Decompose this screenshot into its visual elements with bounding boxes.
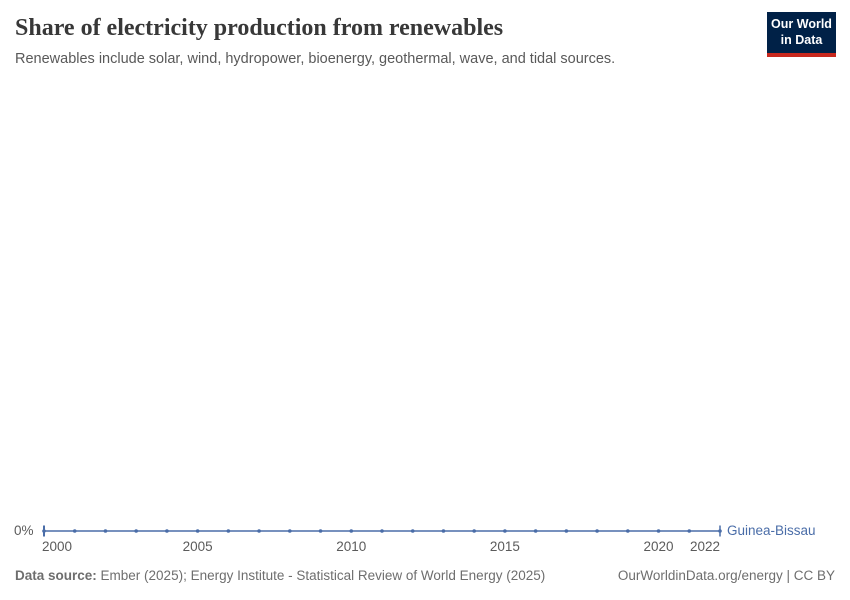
data-point-2009[interactable] [318,529,323,533]
data-point-2015[interactable] [503,529,507,533]
data-source-label: Data source: [15,568,97,583]
data-point-2007[interactable] [257,529,261,533]
x-axis-tick-label-2020: 2020 [643,539,674,554]
data-point-2020[interactable] [656,529,661,533]
data-point-2017[interactable] [564,529,569,533]
data-point-2013[interactable] [441,529,446,533]
owid-logo: Our World in Data [767,12,836,57]
x-axis-tick-label-2000: 2000 [42,539,73,554]
logo-line-2: in Data [780,32,823,47]
data-point-2006[interactable] [226,529,231,533]
owid-url-license-link[interactable]: OurWorldinData.org/energy | CC BY [617,568,835,583]
x-axis-tick-label-2010: 2010 [336,539,367,554]
chart-subtitle: Renewables include solar, wind, hydropow… [15,50,616,67]
chart-header: Share of electricity production from ren… [15,14,740,69]
data-point-2012[interactable] [410,529,415,533]
data-point-2004[interactable] [165,529,169,533]
data-point-2011[interactable] [380,529,384,533]
data-point-2003[interactable] [134,529,138,533]
x-axis-tick-label-2022: 2022 [689,539,720,554]
data-point-2008[interactable] [288,529,292,533]
data-source-text: Ember (2025); Energy Institute - Statist… [96,568,546,583]
data-point-2014[interactable] [472,529,476,533]
x-axis-tick-label-2005: 2005 [182,539,213,554]
logo-line-1: Our World [771,16,832,31]
y-axis-tick-label-0: 0% [14,522,34,538]
entity-label-guinea-bissau[interactable]: Guinea-Bissau [727,522,816,538]
data-point-2022[interactable] [718,529,722,533]
x-axis-tick-label-2015: 2015 [489,539,520,554]
data-point-2001[interactable] [72,529,77,533]
data-point-2002[interactable] [103,529,108,533]
data-point-2021[interactable] [687,529,692,533]
data-point-2016[interactable] [533,529,538,533]
chart-footer: Data source: Ember (2025); Energy Instit… [15,567,835,584]
data-point-2000[interactable] [42,529,46,533]
data-point-2010[interactable] [349,529,354,533]
chart-title: Share of electricity production from ren… [15,15,504,41]
data-point-2019[interactable] [626,529,630,533]
data-point-2018[interactable] [595,529,599,533]
data-point-2005[interactable] [195,529,200,533]
data-source-note: Data source: Ember (2025); Energy Instit… [15,567,545,584]
